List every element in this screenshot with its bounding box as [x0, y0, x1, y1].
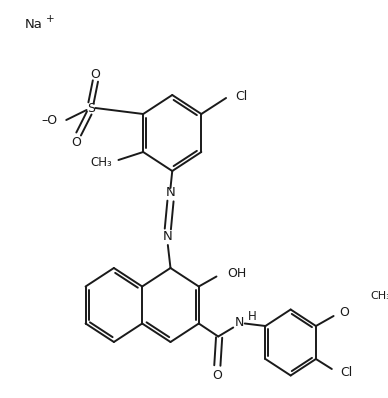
- Text: Na: Na: [25, 18, 43, 31]
- Text: O: O: [90, 68, 100, 80]
- Text: O: O: [339, 306, 349, 320]
- Text: H: H: [248, 310, 256, 323]
- Text: –O: –O: [41, 115, 57, 127]
- Text: N: N: [163, 230, 173, 244]
- Text: CH₃: CH₃: [371, 291, 388, 301]
- Text: O: O: [212, 369, 222, 382]
- Text: N: N: [235, 316, 244, 329]
- Text: +: +: [46, 14, 55, 24]
- Text: N: N: [166, 187, 175, 199]
- Text: O: O: [71, 135, 81, 148]
- Text: CH₃: CH₃: [90, 156, 112, 168]
- Text: OH: OH: [227, 267, 246, 280]
- Text: Cl: Cl: [235, 90, 247, 103]
- Text: Cl: Cl: [341, 367, 353, 380]
- Text: S: S: [87, 101, 95, 115]
